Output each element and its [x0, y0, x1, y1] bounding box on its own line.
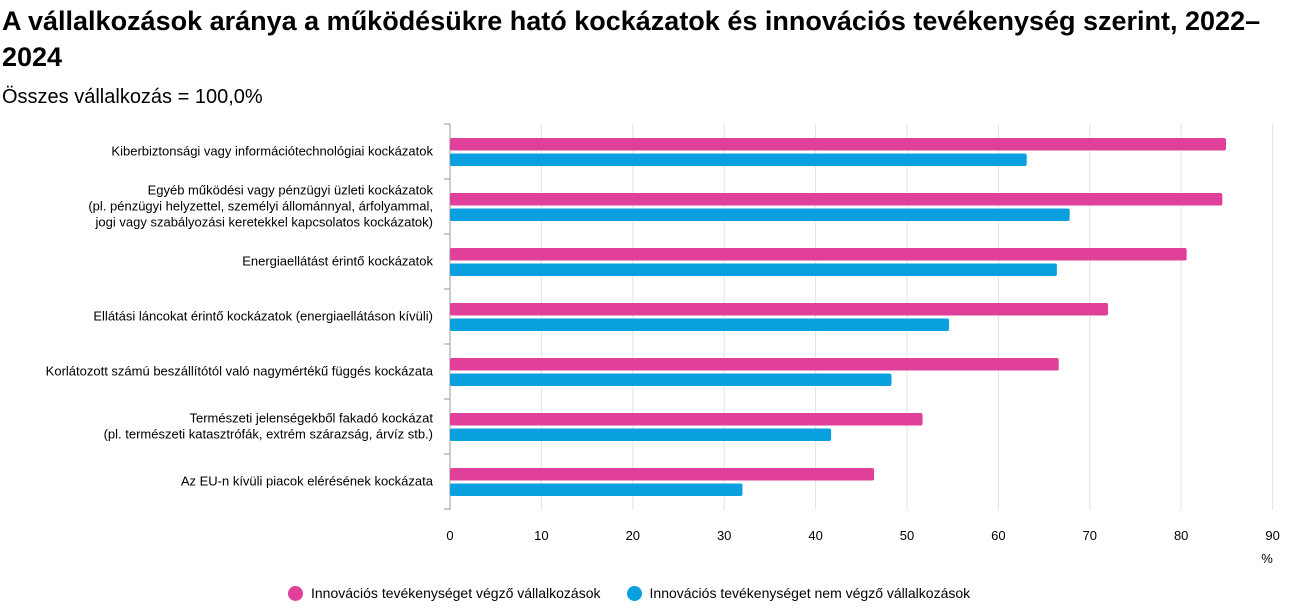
bar-innovative: [450, 358, 1059, 371]
bar-non-innovative: [450, 208, 1070, 221]
bar-non-innovative: [450, 373, 892, 386]
bar-innovative: [450, 413, 923, 426]
legend-label-non-innovative: Innovációs tevékenységet nem végző válla…: [649, 585, 971, 601]
x-tick-label: 60: [991, 528, 1005, 543]
category-label: Ellátási láncokat érintő kockázatok (ene…: [93, 309, 433, 324]
bar-innovative: [450, 303, 1109, 316]
legend-swatch-non-innovative: [626, 585, 642, 601]
legend-item-innovative[interactable]: Innovációs tevékenységet végző vállalkoz…: [288, 585, 601, 601]
x-tick-label: 10: [534, 528, 548, 543]
x-tick-label: 20: [626, 528, 640, 543]
bar-innovative: [450, 193, 1223, 206]
bar-non-innovative: [450, 483, 743, 496]
category-label: Természeti jelenségekből fakadó kockázat: [189, 411, 433, 426]
x-tick-label: 0: [446, 528, 453, 543]
x-tick-label: 70: [1083, 528, 1097, 543]
bar-non-innovative: [450, 428, 832, 441]
x-tick-label: 90: [1265, 528, 1279, 543]
x-tick-label: 80: [1174, 528, 1188, 543]
category-label: Korlátozott számú beszállítótól való nag…: [46, 364, 434, 379]
chart-title: A vállalkozások aránya a működésükre hat…: [2, 6, 1261, 72]
legend-swatch-innovative: [288, 585, 303, 601]
legend: Innovációs tevékenységet végző vállalkoz…: [288, 585, 996, 601]
bars-layer: [450, 138, 1226, 496]
x-axis-ticks: 0 10 20 30 40 50 60 70 80 90: [446, 528, 1279, 543]
bar-non-innovative: [450, 318, 950, 331]
bar-innovative: [450, 138, 1226, 151]
bar-innovative: [450, 248, 1187, 261]
category-label: (pl. pénzügyi helyzettel, személyi állom…: [88, 199, 433, 214]
legend-item-non-innovative[interactable]: Innovációs tevékenységet nem végző válla…: [626, 585, 971, 601]
x-tick-label: 30: [717, 528, 731, 543]
chart-subtitle: Összes vállalkozás = 100,0%: [2, 86, 263, 108]
grid-layer: [444, 123, 1274, 510]
bar-non-innovative: [450, 263, 1057, 276]
category-label: Energiaellátást érintő kockázatok: [242, 254, 433, 269]
legend-label-innovative: Innovációs tevékenységet végző vállalkoz…: [311, 585, 601, 601]
category-label: jogi vagy szabályozási keretekkel kapcso…: [95, 215, 433, 230]
category-label: Az EU-n kívüli piacok elérésének kockáza…: [181, 474, 434, 489]
bar-innovative: [450, 468, 875, 481]
x-tick-label: 40: [808, 528, 822, 543]
category-labels: Kiberbiztonsági vagy információtechnológ…: [46, 144, 434, 489]
x-tick-label: 50: [900, 528, 914, 543]
category-label: Egyéb működési vagy pénzügyi üzleti kock…: [148, 183, 434, 198]
x-axis-unit-label: %: [1261, 551, 1273, 566]
category-label: Kiberbiztonsági vagy információtechnológ…: [111, 144, 433, 159]
category-label: (pl. természeti katasztrófák, extrém szá…: [104, 427, 433, 442]
bar-non-innovative: [450, 153, 1027, 166]
